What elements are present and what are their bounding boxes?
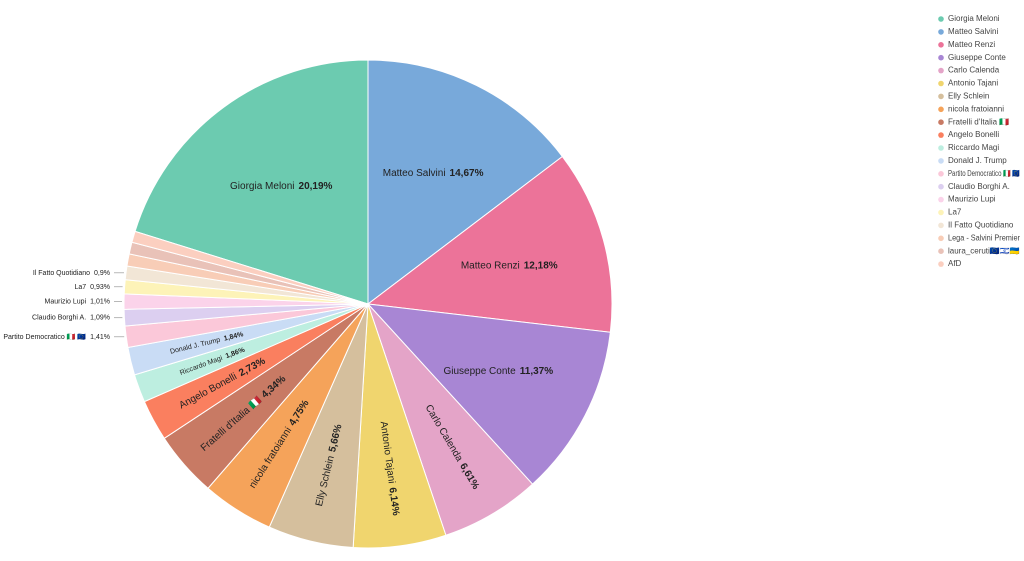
legend-label: Giuseppe Conte [948, 53, 1006, 62]
legend-item[interactable]: Giuseppe Conte [938, 53, 1006, 62]
legend-item[interactable]: Partito Democratico 🇮🇹 🇪🇺 [938, 169, 1020, 178]
legend-label: Antonio Tajani [948, 79, 998, 88]
slice-label: Matteo Renzi 12,18% [461, 260, 558, 271]
slice-label: Partito Democratico 🇮🇹 🇪🇺 1,41% [3, 333, 110, 341]
legend-swatch [938, 67, 944, 74]
legend-swatch [938, 106, 944, 113]
legend-label: Angelo Bonelli [948, 130, 999, 139]
legend-item[interactable]: Matteo Renzi [938, 40, 995, 49]
legend-label: Claudio Borghi A. [948, 182, 1010, 191]
legend-swatch [938, 80, 944, 87]
slice-label-value: 14,67% [450, 168, 484, 179]
slice-label-name: Matteo Salvini [383, 168, 446, 179]
legend-item[interactable]: Carlo Calenda [938, 66, 1000, 75]
legend-swatch [938, 42, 944, 48]
legend-item[interactable]: laura_ceruti🇪🇺🇮🇱🇺🇦 [938, 246, 1020, 255]
slice-label-name: Giuseppe Conte [443, 365, 516, 376]
legend-label: Giorgia Meloni [948, 14, 1000, 23]
slice-label-value: 1,41% [90, 334, 110, 341]
slice-label-value: 20,19% [299, 181, 333, 192]
slice-label-value: 1,84% [223, 331, 245, 343]
legend-swatch [938, 54, 944, 61]
legend-label: Lega - Salvini Premier [948, 233, 1020, 242]
legend-swatch [938, 119, 944, 125]
slice-label-value: 0,93% [90, 284, 110, 291]
slice-label-name: Claudio Borghi A. [32, 315, 86, 322]
pie-slice [131, 230, 369, 305]
slice-label: Claudio Borghi A. 1,09% [32, 315, 110, 322]
legend-item[interactable]: Giorgia Meloni [938, 14, 1000, 23]
legend-label: Il Fatto Quotidiano [948, 221, 1014, 230]
legend-item[interactable]: Elly Schlein [938, 92, 989, 101]
slice-label: Matteo Salvini 14,67% [383, 168, 484, 179]
slice-label-value: 1,01% [90, 298, 110, 305]
legend-item[interactable]: nicola fratoianni [938, 104, 1004, 113]
legend-label: laura_ceruti🇪🇺🇮🇱🇺🇦 [948, 246, 1020, 255]
slice-label: Il Fatto Quotidiano 0,9% [33, 270, 110, 277]
slice-label-name: Partito Democratico 🇮🇹 🇪🇺 [3, 333, 86, 341]
legend-swatch [938, 248, 944, 254]
legend-item[interactable]: Fratelli d'Italia 🇮🇹 [938, 117, 1009, 126]
legend-label: nicola fratoianni [948, 104, 1004, 113]
slice-label-value: 12,18% [524, 260, 558, 271]
legend-item[interactable]: La7 [938, 208, 962, 217]
slice-label-value: 1,09% [90, 315, 110, 322]
slice-label-name: La7 [74, 284, 86, 291]
slice-label-name: Matteo Renzi [461, 260, 520, 271]
slice-label-name: Il Fatto Quotidiano [33, 270, 90, 277]
legend-swatch [938, 132, 944, 138]
legend-swatch [938, 183, 944, 190]
legend-swatch [938, 209, 944, 216]
legend-item[interactable]: Antonio Tajani [938, 79, 998, 88]
legend-item[interactable]: Matteo Salvini [938, 27, 998, 36]
legend-item[interactable]: Maurizio Lupi [938, 195, 996, 204]
legend-swatch [938, 29, 944, 35]
pie-slice [366, 303, 611, 485]
legend-label: Elly Schlein [948, 92, 989, 101]
slice-label-name: Maurizio Lupi [45, 298, 87, 305]
slice-label-value: 6,14% [387, 487, 402, 517]
legend-label: Riccardo Magi [948, 143, 999, 152]
legend-label: Carlo Calenda [948, 66, 1000, 75]
legend-swatch [938, 145, 944, 151]
slice-label-value: 11,37% [520, 365, 553, 376]
legend-label: Partito Democratico 🇮🇹 🇪🇺 [948, 169, 1020, 178]
legend-label: Fratelli d'Italia 🇮🇹 [948, 117, 1009, 126]
legend-swatch [938, 16, 944, 22]
legend-label: Matteo Renzi [948, 40, 995, 49]
legend-item[interactable]: Lega - Salvini Premier [938, 233, 1020, 242]
pie-slice [366, 155, 613, 333]
legend-item[interactable]: Il Fatto Quotidiano [938, 221, 1014, 230]
legend-swatch [938, 93, 944, 100]
legend-item[interactable]: Donald J. Trump [938, 156, 1007, 165]
legend-item[interactable]: AfD [938, 259, 962, 268]
legend-swatch [938, 235, 944, 242]
slice-label: La7 0,93% [74, 284, 110, 291]
slice-label-value: 0,9% [94, 270, 110, 277]
legend-swatch [938, 158, 944, 164]
legend-label: Matteo Salvini [948, 27, 998, 36]
legend-swatch [938, 222, 944, 229]
legend-item[interactable]: Riccardo Magi [938, 143, 999, 152]
slice-label-name: Giorgia Meloni [230, 181, 294, 192]
legend-item[interactable]: Claudio Borghi A. [938, 182, 1010, 191]
legend-swatch [938, 196, 944, 203]
legend-label: Maurizio Lupi [948, 195, 996, 204]
slice-label: Giorgia Meloni 20,19% [230, 181, 333, 192]
pie-slice [134, 59, 369, 305]
pie-slice [367, 59, 564, 306]
slice-label: Giuseppe Conte 11,37% [443, 365, 553, 376]
legend-label: La7 [948, 208, 962, 217]
legend-swatch [938, 261, 944, 267]
legend-item[interactable]: Angelo Bonelli [938, 130, 999, 139]
legend-swatch [938, 171, 944, 177]
legend-label: Donald J. Trump [948, 156, 1007, 165]
slice-label: Maurizio Lupi 1,01% [45, 298, 111, 305]
legend-label: AfD [948, 259, 962, 268]
